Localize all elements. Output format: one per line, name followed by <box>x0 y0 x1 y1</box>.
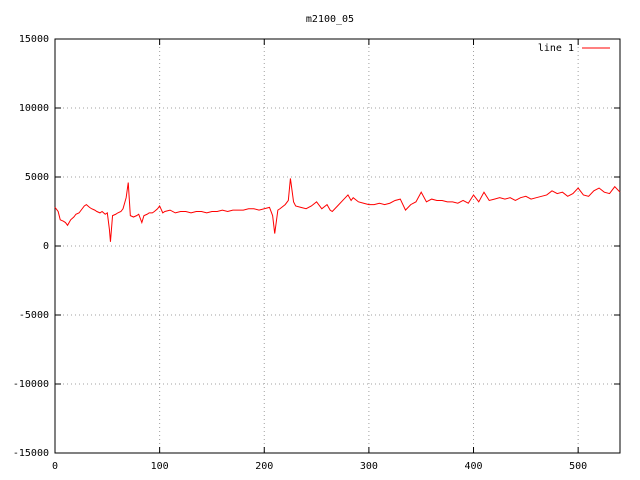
y-tick-label: 10000 <box>19 103 49 114</box>
x-tick-label: 200 <box>255 461 273 472</box>
x-tick-label: 100 <box>151 461 169 472</box>
y-tick-label: -5000 <box>19 310 49 321</box>
x-tick-label: 300 <box>360 461 378 472</box>
y-tick-label: -10000 <box>13 379 49 390</box>
y-tick-label: 0 <box>43 241 49 252</box>
plot-border <box>54 38 621 454</box>
x-tick-label: 400 <box>464 461 482 472</box>
x-tick-label: 0 <box>52 461 58 472</box>
y-tick-label: -15000 <box>13 448 49 459</box>
x-tick-label: 500 <box>569 461 587 472</box>
y-tick-label: 15000 <box>19 34 49 45</box>
legend-label: line 1 <box>538 43 574 54</box>
chart-title: m2100_05 <box>306 14 354 25</box>
y-tick-label: 5000 <box>25 172 49 183</box>
data-line <box>54 178 621 242</box>
